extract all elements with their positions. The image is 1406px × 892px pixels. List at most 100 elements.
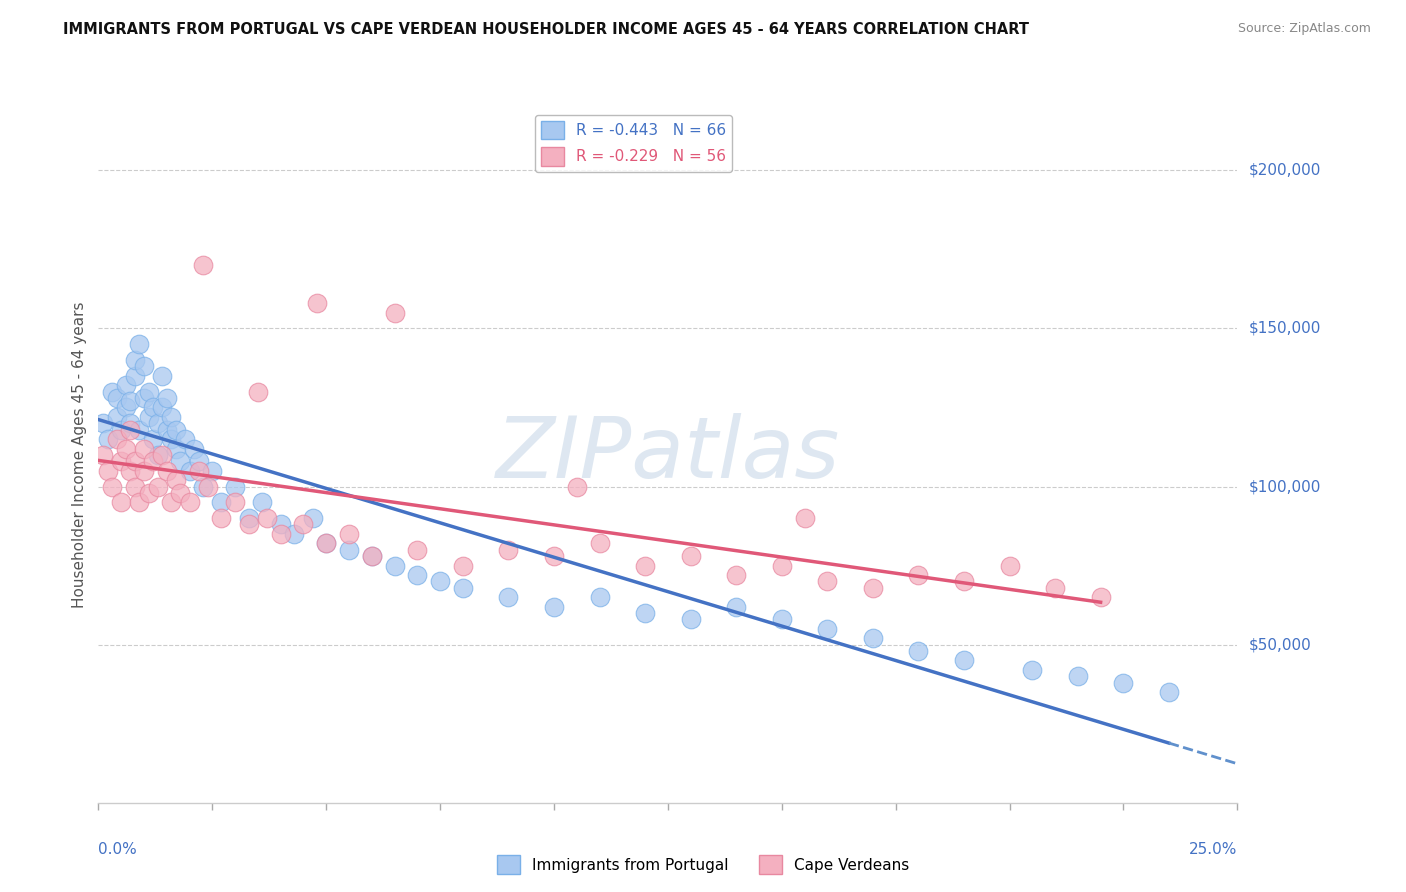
Point (105, 391, 128, 405)
Point (907, 644, 929, 658)
Point (283, 527, 305, 541)
Point (256, 511, 278, 525)
Point (120, 417, 142, 431)
Point (360, 549, 382, 563)
Point (406, 568, 429, 582)
Point (132, 391, 155, 405)
Point (498, 542, 520, 557)
Point (679, 549, 702, 563)
Point (160, 409, 183, 424)
Point (201, 464, 224, 478)
Point (1067, 669, 1090, 683)
Point (142, 432, 165, 446)
Point (793, 511, 815, 525)
Point (1157, 685, 1180, 699)
Point (110, 423, 132, 437)
Point (815, 622, 838, 636)
Text: IMMIGRANTS FROM PORTUGAL VS CAPE VERDEAN HOUSEHOLDER INCOME AGES 45 - 64 YEARS C: IMMIGRANTS FROM PORTUGAL VS CAPE VERDEAN… (63, 22, 1029, 37)
Point (246, 384, 269, 399)
Point (1043, 581, 1066, 595)
Point (197, 479, 219, 493)
Point (270, 517, 292, 532)
Point (360, 549, 382, 563)
Point (679, 612, 702, 626)
Point (337, 542, 360, 557)
Point (315, 536, 337, 550)
Point (138, 409, 160, 424)
Point (634, 606, 657, 620)
Point (156, 423, 179, 437)
Point (169, 454, 191, 468)
Point (91, 417, 114, 431)
Point (384, 305, 406, 319)
Point (770, 612, 793, 626)
Point (224, 495, 246, 509)
Point (114, 442, 136, 456)
Point (160, 495, 183, 509)
Point (110, 454, 132, 468)
Point (110, 495, 132, 509)
Point (187, 464, 209, 478)
Point (169, 486, 191, 500)
Point (128, 423, 150, 437)
Point (142, 401, 165, 415)
Point (907, 568, 929, 582)
Text: $50,000: $50,000 (1249, 637, 1312, 652)
Point (132, 442, 155, 456)
Point (634, 558, 657, 573)
Point (101, 384, 124, 399)
Point (124, 368, 146, 383)
Point (124, 454, 146, 468)
Point (543, 549, 565, 563)
Point (337, 527, 360, 541)
Point (160, 432, 183, 446)
Point (238, 517, 260, 532)
Point (114, 378, 136, 392)
Point (209, 511, 232, 525)
Point (150, 368, 173, 383)
Point (770, 558, 793, 573)
Point (862, 581, 884, 595)
Point (179, 495, 201, 509)
Point (120, 464, 142, 478)
Point (114, 401, 136, 415)
Y-axis label: Householder Income Ages 45 - 64 years: Householder Income Ages 45 - 64 years (72, 301, 87, 608)
Point (270, 527, 292, 541)
Point (998, 558, 1021, 573)
Point (120, 423, 142, 437)
Point (1021, 663, 1043, 677)
Text: 0.0%: 0.0% (98, 842, 138, 856)
Text: Source: ZipAtlas.com: Source: ZipAtlas.com (1237, 22, 1371, 36)
Point (165, 423, 187, 437)
Point (238, 511, 260, 525)
Point (120, 394, 142, 409)
Point (101, 479, 124, 493)
Text: $200,000: $200,000 (1249, 163, 1320, 178)
Text: ZIPatlas: ZIPatlas (496, 413, 839, 497)
Point (128, 495, 150, 509)
Point (406, 542, 429, 557)
Point (132, 359, 155, 374)
Point (132, 464, 155, 478)
Point (498, 591, 520, 605)
Point (301, 511, 323, 525)
Legend: Immigrants from Portugal, Cape Verdeans: Immigrants from Portugal, Cape Verdeans (491, 849, 915, 880)
Point (815, 574, 838, 589)
Point (588, 536, 610, 550)
Point (183, 442, 205, 456)
Point (1090, 591, 1112, 605)
Point (138, 384, 160, 399)
Point (292, 517, 315, 532)
Legend: R = -0.443   N = 66, R = -0.229   N = 56: R = -0.443 N = 66, R = -0.229 N = 56 (534, 115, 733, 172)
Point (179, 464, 201, 478)
Point (105, 432, 128, 446)
Point (187, 454, 209, 468)
Point (124, 353, 146, 368)
Point (174, 432, 197, 446)
Point (565, 479, 588, 493)
Point (165, 473, 187, 487)
Point (146, 448, 169, 462)
Point (165, 442, 187, 456)
Point (451, 581, 474, 595)
Point (128, 337, 150, 351)
